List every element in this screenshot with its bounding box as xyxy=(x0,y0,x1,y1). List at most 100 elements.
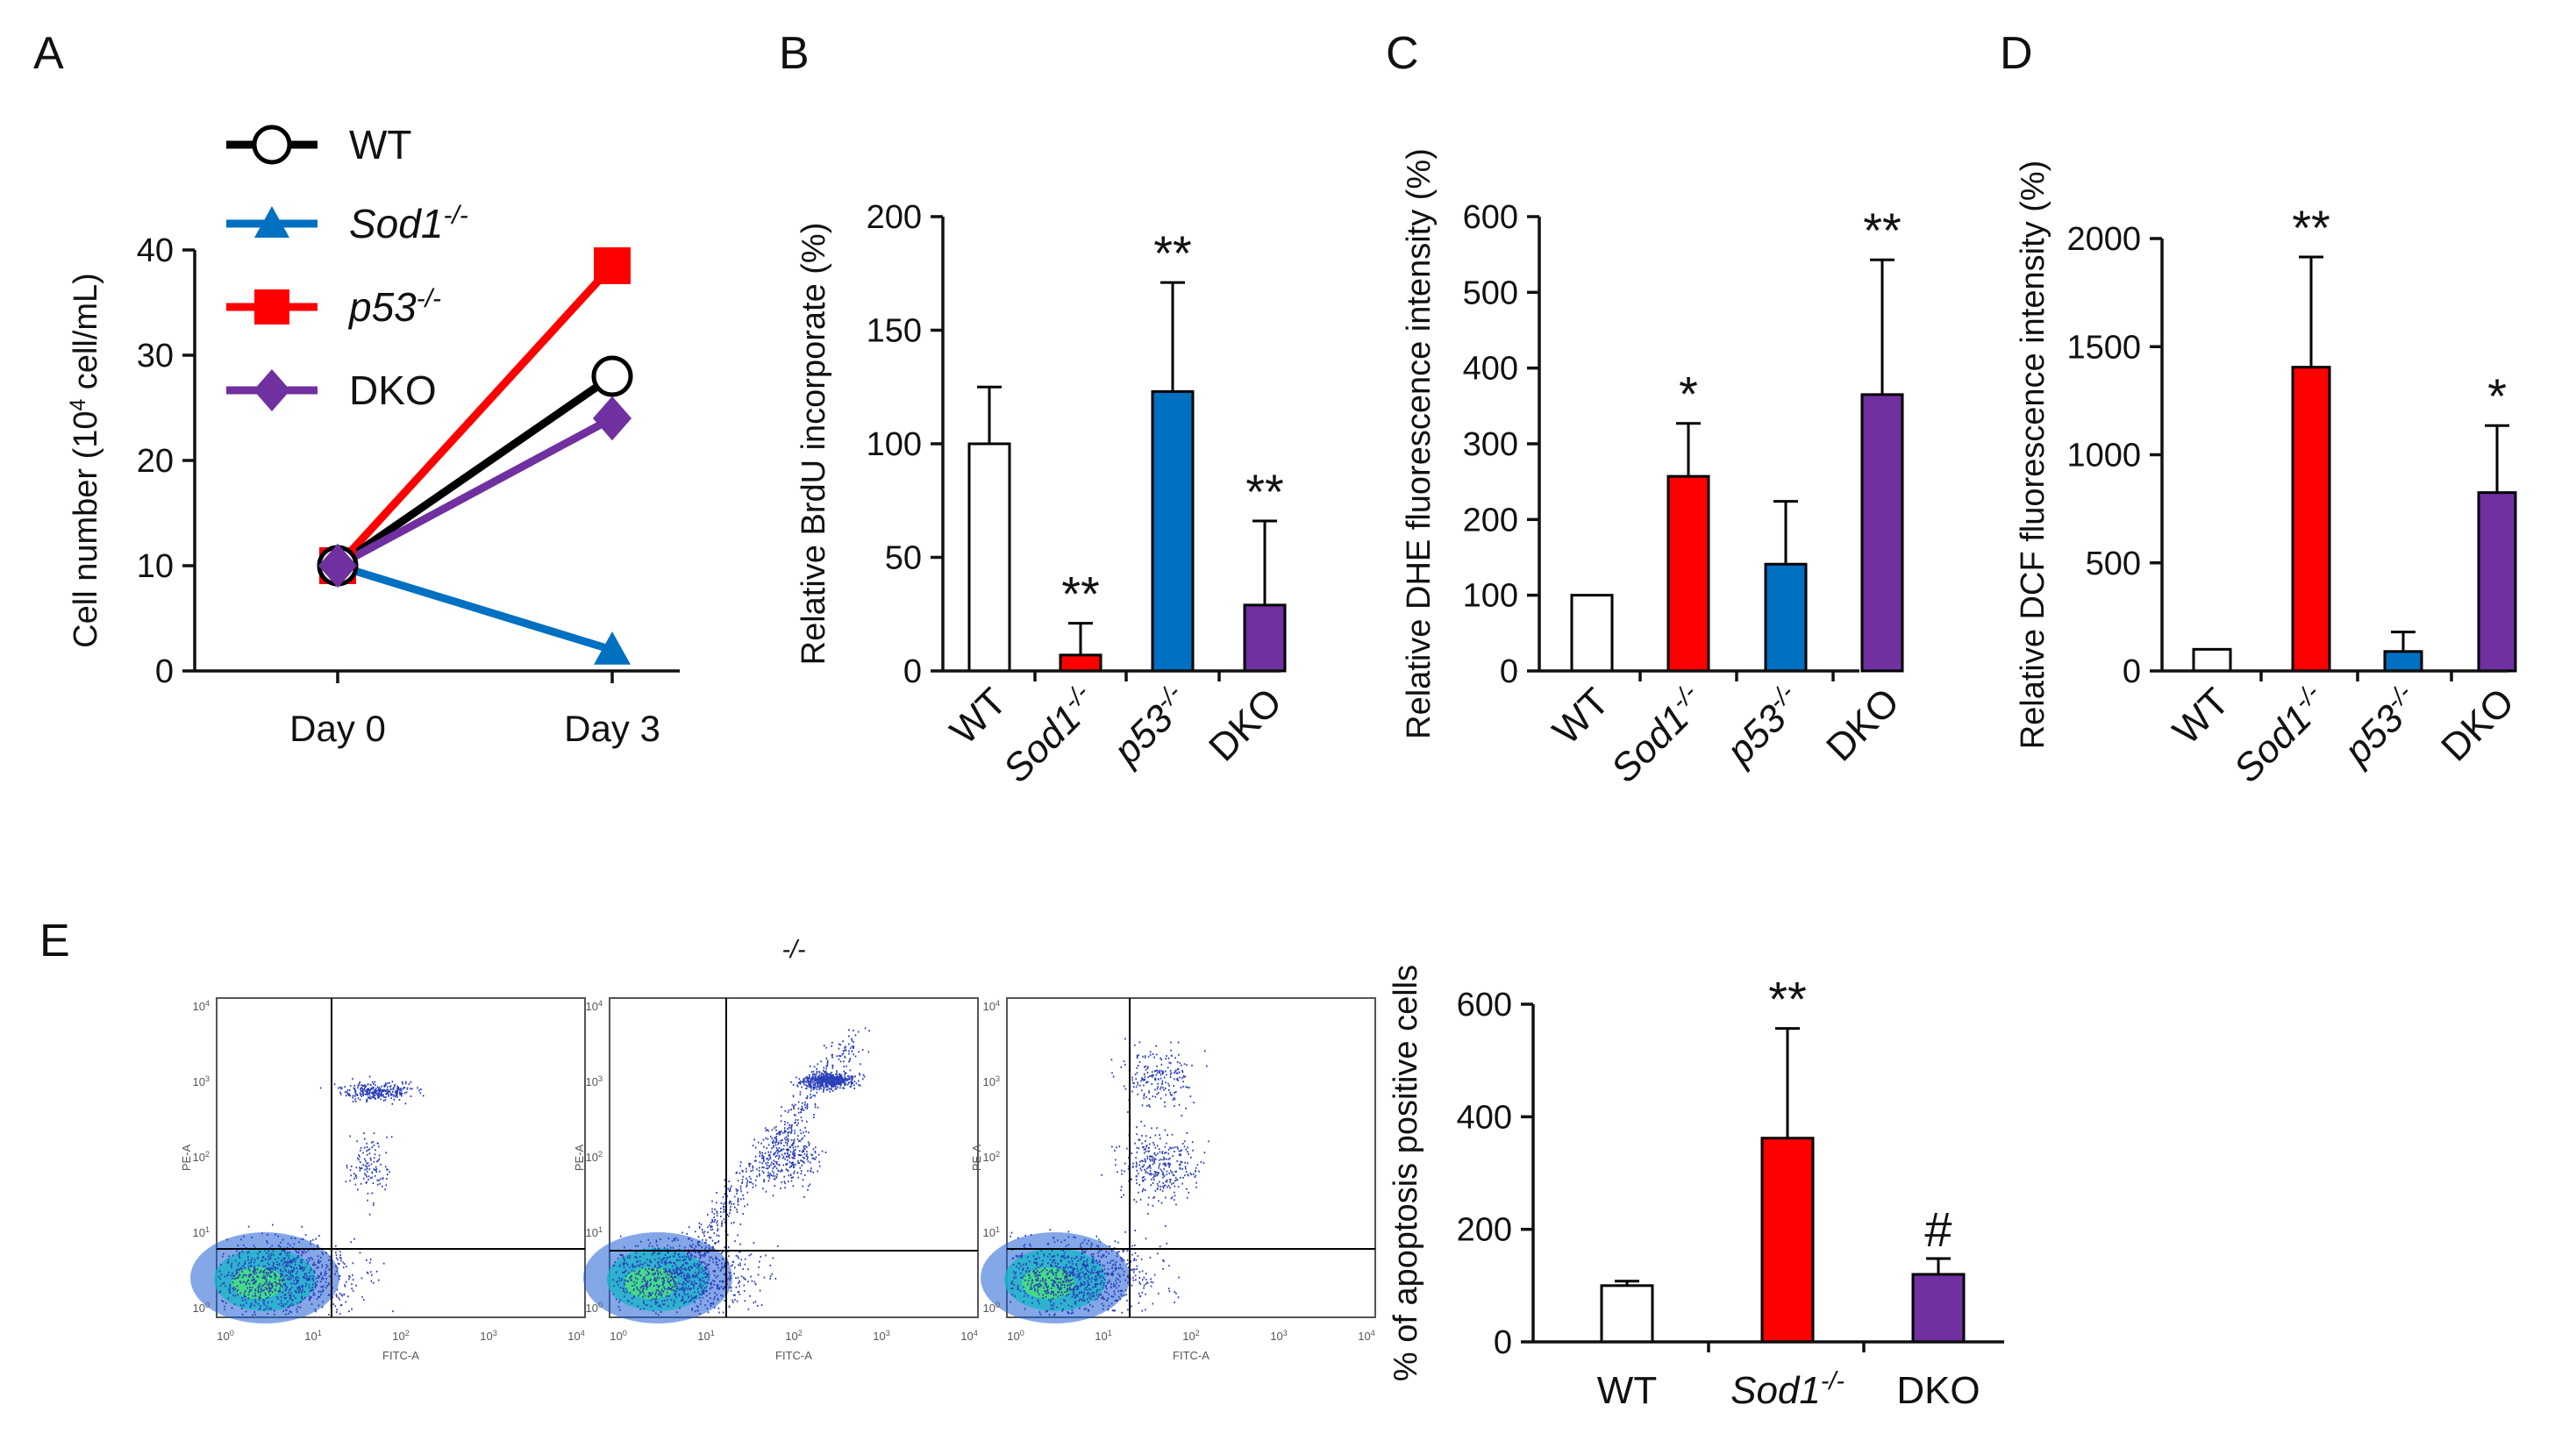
flow-x-tick-base: 10 xyxy=(304,1330,317,1343)
category-label-wt-text: WT xyxy=(2165,680,2237,753)
panel-letter-c: C xyxy=(1386,28,1419,79)
y-axis-title: Relative BrdU incorporate (%) xyxy=(796,223,832,666)
flow-x-tick-exp: 4 xyxy=(581,1329,585,1337)
bar-wt xyxy=(967,442,1011,673)
flow-y-tick: 104 xyxy=(192,999,210,1013)
y-tick-label: 200 xyxy=(1457,1212,1512,1249)
flow-x-tick: 102 xyxy=(1182,1329,1200,1343)
flow-y-tick: 102 xyxy=(982,1150,1000,1164)
category-label-dko-text: DKO xyxy=(1818,680,1908,769)
bar-wt xyxy=(1600,1284,1654,1344)
y-tick-label: 200 xyxy=(1463,502,1518,539)
flow-y-tick-base: 10 xyxy=(982,1226,995,1239)
flow-y-axis-label: PE-A xyxy=(970,1145,983,1172)
y-axis-title: % of apoptosis positive cells xyxy=(1388,965,1424,1381)
flow-x-tick-base: 10 xyxy=(1095,1330,1107,1343)
category-label-wt-text: WT xyxy=(1597,1369,1657,1412)
flow-y-tick: 103 xyxy=(192,1074,210,1088)
y-tick-label: 400 xyxy=(1463,351,1518,388)
category-label-dko: DKO xyxy=(1818,680,1908,769)
category-label-wt-text: WT xyxy=(1545,680,1617,753)
y-tick-label-a: 10 xyxy=(137,548,174,585)
category-label-wt: WT xyxy=(942,680,1015,753)
flow-y-tick-base: 10 xyxy=(982,1000,995,1013)
flow-x-tick: 103 xyxy=(1270,1329,1288,1343)
flow-x-tick: 100 xyxy=(1007,1329,1024,1343)
y-tick-label-a: 0 xyxy=(155,653,174,690)
y-tick-label: 50 xyxy=(885,540,922,577)
y-tick-label: 400 xyxy=(1457,1099,1512,1136)
bar-dko xyxy=(1243,603,1287,673)
flow-x-tick-exp: 1 xyxy=(318,1329,322,1337)
series-line-p53 xyxy=(334,262,616,569)
flow-y-tick-exp: 0 xyxy=(205,1301,210,1309)
flow-x-tick: 104 xyxy=(1358,1329,1375,1343)
flow-x-tick-base: 10 xyxy=(567,1330,580,1343)
category-label-sod1: Sod1-/- xyxy=(2224,679,2337,791)
flow-y-tick-base: 10 xyxy=(982,1302,995,1315)
flow-x-tick-base: 10 xyxy=(1007,1330,1019,1343)
category-label-sod1: Sod1-/- xyxy=(1730,1367,1845,1412)
flow-x-tick: 103 xyxy=(480,1329,497,1343)
flow-y-tick: 100 xyxy=(585,1301,603,1315)
flow-x-tick: 102 xyxy=(392,1329,410,1343)
y-axis-title: Relative DHE fluorescence intensity (%) xyxy=(1401,148,1438,739)
flow-y-tick-base: 10 xyxy=(192,1000,204,1013)
panel-letter-a: A xyxy=(33,28,64,79)
legend-label-sod1-sup: -/- xyxy=(443,201,467,230)
flow-x-tick-base: 10 xyxy=(1270,1330,1282,1343)
legend-marker-dko xyxy=(253,369,290,411)
x-tick-label-a: Day 3 xyxy=(564,708,660,749)
legend-label-dko-text: DKO xyxy=(349,367,437,413)
bar-sod1 xyxy=(1760,1137,1815,1344)
data-point-wt xyxy=(591,355,633,397)
significance-label: # xyxy=(1924,1202,1952,1257)
y-tick-label: 150 xyxy=(867,313,922,350)
category-label-p53: p53-/- xyxy=(1103,679,1198,774)
flow-x-tick-exp: 0 xyxy=(623,1329,627,1337)
flow-y-tick-exp: 0 xyxy=(598,1301,603,1309)
flow-y-tick-base: 10 xyxy=(982,1075,995,1088)
flow-y-tick: 102 xyxy=(585,1150,603,1164)
legend-label-wt-text: WT xyxy=(349,122,412,168)
bar-p53 xyxy=(1764,562,1808,673)
flow-y-tick-exp: 4 xyxy=(995,999,1000,1008)
panel-a-line-chart: 0 10 20 30 40 Day 0 Day 3 Cell number (104 cell… xyxy=(67,122,680,749)
flow-y-tick-exp: 1 xyxy=(995,1225,1000,1234)
flow-y-tick: 100 xyxy=(192,1301,210,1315)
y-tick-label: 0 xyxy=(1494,1324,1512,1361)
flow-x-axis-label: FITC-A xyxy=(775,1349,812,1362)
y-tick-label: 1500 xyxy=(2066,329,2141,366)
flow-x-tick-base: 10 xyxy=(1358,1330,1370,1343)
y-tick-label: 600 xyxy=(1463,199,1518,236)
y-tick-label: 600 xyxy=(1457,987,1512,1024)
legend-label-sod1-text: Sod1 xyxy=(349,201,443,246)
category-label-dko: DKO xyxy=(1201,680,1290,769)
y-tick-label: 100 xyxy=(867,426,922,463)
y-axis-title-a-tail: cell/mL) xyxy=(68,273,104,399)
flow-y-tick: 103 xyxy=(982,1074,1000,1088)
category-label-p53: p53-/- xyxy=(1716,679,1811,774)
bar-sod1 xyxy=(2291,366,2331,673)
flow-x-tick: 101 xyxy=(304,1329,322,1343)
bar-sod1 xyxy=(1666,474,1710,673)
flow-x-tick-exp: 3 xyxy=(886,1329,890,1337)
category-label-dko: DKO xyxy=(2433,680,2522,769)
y-tick-label: 0 xyxy=(903,653,922,690)
flow-y-tick-base: 10 xyxy=(192,1302,204,1315)
flow-x-tick: 102 xyxy=(785,1329,803,1343)
y-tick-label-a: 40 xyxy=(137,232,174,269)
flow-y-tick-exp: 2 xyxy=(205,1150,210,1159)
category-label-wt: WT xyxy=(2165,680,2237,753)
bar-p53 xyxy=(1151,389,1195,673)
scatter-dots xyxy=(218,1075,425,1316)
series-line-sod1 xyxy=(336,561,614,654)
flow-x-tick-exp: 3 xyxy=(1283,1329,1288,1337)
y-tick-label: 500 xyxy=(2086,546,2141,582)
flow-x-tick-base: 10 xyxy=(392,1330,404,1343)
flow-y-tick-base: 10 xyxy=(585,1302,597,1315)
y-tick-label-a: 20 xyxy=(137,443,174,480)
legend-label-p53: p53-/- xyxy=(347,284,441,331)
flow-x-tick-base: 10 xyxy=(610,1330,622,1343)
